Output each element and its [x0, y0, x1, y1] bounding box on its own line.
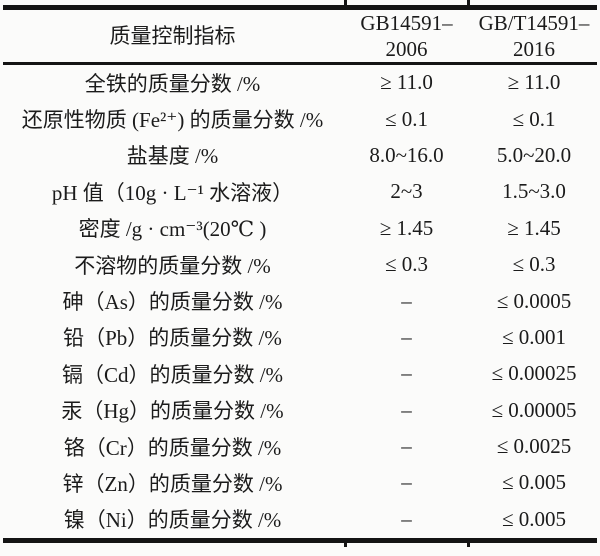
column-boundary-tick: [344, 0, 347, 6]
gb2006-value: –: [401, 324, 412, 349]
row-label: 镉（Cd）的质量分数 /%: [61, 362, 284, 387]
gb2016-value: ≥ 11.0: [507, 70, 561, 95]
gb2016-value: ≤ 0.001: [501, 324, 567, 349]
table-row-mercury: 汞（Hg）的质量分数 /% – ≤ 0.00005: [0, 392, 600, 428]
header-indicator: 质量控制指标: [109, 23, 236, 48]
table-row-arsenic: 砷（As）的质量分数 /% – ≤ 0.0005: [0, 283, 600, 319]
table-body: 全铁的质量分数 /% ≥ 11.0 ≥ 11.0 还原性物质 (Fe²⁺) 的质…: [0, 65, 600, 538]
column-boundary-tick: [467, 541, 470, 547]
gb2006-value: ≥ 11.0: [380, 70, 433, 95]
table-bottom-rule: [3, 538, 597, 543]
row-label: 密度 /g · cm⁻³(20℃ ): [78, 217, 267, 242]
table-top-rule: [3, 5, 597, 10]
gb2016-value: ≤ 0.3: [512, 252, 556, 277]
row-label: 铅（Pb）的质量分数 /%: [63, 326, 282, 351]
row-label: 铬（Cr）的质量分数 /%: [63, 435, 282, 460]
row-label: 锌（Zn）的质量分数 /%: [62, 471, 283, 496]
gb2016-value: ≤ 0.005: [501, 506, 567, 531]
table-row-nickel: 镍（Ni）的质量分数 /% – ≤ 0.005: [0, 501, 600, 537]
column-boundary-tick: [467, 0, 470, 6]
table-row-ph: pH 值（10g · L⁻¹ 水溶液） 2~3 1.5~3.0: [0, 174, 600, 210]
table-row-insolubles: 不溶物的质量分数 /% ≤ 0.3 ≤ 0.3: [0, 246, 600, 282]
gb2006-value: 8.0~16.0: [369, 142, 444, 167]
gb2016-value: ≤ 0.0025: [496, 434, 572, 459]
table-row-density: 密度 /g · cm⁻³(20℃ ) ≥ 1.45 ≥ 1.45: [0, 210, 600, 246]
row-label: 不溶物的质量分数 /%: [74, 253, 271, 278]
header-gb2016-line1: GB/T14591–: [478, 10, 590, 35]
row-label: 砷（As）的质量分数 /%: [62, 290, 283, 315]
gb2016-value: ≤ 0.0005: [496, 288, 572, 313]
gb2006-value: –: [401, 506, 412, 531]
row-label: 还原性物质 (Fe²⁺) 的质量分数 /%: [21, 108, 324, 133]
row-label: pH 值（10g · L⁻¹ 水溶液）: [51, 180, 294, 205]
table-row-zinc: 锌（Zn）的质量分数 /% – ≤ 0.005: [0, 465, 600, 501]
header-gb2016-line2: 2016: [513, 36, 555, 61]
table-row-lead: 铅（Pb）的质量分数 /% – ≤ 0.001: [0, 319, 600, 355]
gb2016-value: ≤ 0.1: [512, 106, 556, 131]
gb2006-value: –: [401, 397, 412, 422]
gb2006-value: –: [401, 361, 412, 386]
gb2016-value: ≤ 0.00005: [491, 397, 577, 422]
table-row-reducing-substances: 还原性物质 (Fe²⁺) 的质量分数 /% ≤ 0.1 ≤ 0.1: [0, 101, 600, 137]
table-row-cadmium: 镉（Cd）的质量分数 /% – ≤ 0.00025: [0, 356, 600, 392]
header-gbt14591-2016: GB/T14591– 2016: [468, 10, 600, 62]
row-label: 镍（Ni）的质量分数 /%: [63, 508, 282, 533]
gb2006-value: –: [401, 434, 412, 459]
header-separator-rule: [3, 62, 597, 65]
table-row-basicity: 盐基度 /% 8.0~16.0 5.0~20.0: [0, 137, 600, 173]
gb2006-value: ≤ 0.3: [384, 252, 429, 277]
gb2006-value: ≤ 0.1: [384, 106, 429, 131]
row-label: 全铁的质量分数 /%: [84, 71, 261, 96]
gb2016-value: 1.5~3.0: [502, 179, 566, 204]
header-gb14591-2006: GB14591– 2006: [345, 10, 468, 62]
gb2006-value: ≥ 1.45: [379, 215, 434, 240]
row-label: 汞（Hg）的质量分数 /%: [61, 399, 284, 424]
table-row-chromium: 铬（Cr）的质量分数 /% – ≤ 0.0025: [0, 428, 600, 464]
gb2006-value: 2~3: [390, 179, 423, 204]
row-label: 盐基度 /%: [126, 144, 219, 169]
gb2006-value: –: [401, 288, 412, 313]
gb2016-value: ≥ 1.45: [507, 215, 561, 240]
gb2016-value: ≤ 0.00025: [491, 361, 577, 386]
table-header-row: 质量控制指标 GB14591– 2006 GB/T14591– 2016: [0, 9, 600, 62]
table-row-total-iron: 全铁的质量分数 /% ≥ 11.0 ≥ 11.0: [0, 65, 600, 101]
header-gb2006-line1: GB14591–: [360, 10, 453, 35]
header-gb2006-line2: 2006: [385, 36, 428, 61]
gb2006-value: –: [401, 470, 412, 495]
gb2016-value: 5.0~20.0: [496, 142, 572, 167]
column-boundary-tick: [344, 541, 347, 547]
gb2016-value: ≤ 0.005: [501, 470, 567, 495]
